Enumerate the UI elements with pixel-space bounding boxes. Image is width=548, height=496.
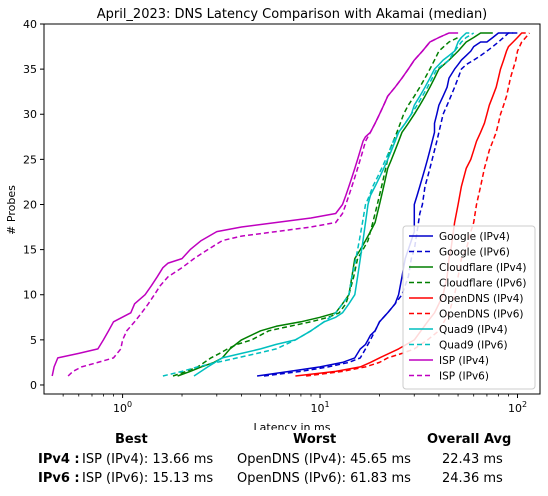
y-tick-label: 5 [30, 334, 37, 347]
series-line-9 [67, 32, 450, 377]
series-line-2 [177, 32, 493, 377]
y-tick-label: 20 [23, 198, 37, 211]
latency-chart: April_2023: DNS Latency Comparison with … [5, 7, 541, 430]
legend-label-5: OpenDNS (IPv6) [439, 309, 524, 321]
series-line-6 [193, 32, 470, 377]
legend-label-1: Google (IPv6) [439, 247, 510, 259]
y-tick-label: 40 [23, 18, 37, 31]
legend-label-7: Quad9 (IPv6) [439, 340, 508, 352]
y-axis-label: # Probes [5, 185, 18, 235]
summary-best-ipv4: ISP (IPv4): 13.66 ms [82, 452, 214, 467]
legend-label-6: Quad9 (IPv4) [439, 324, 508, 336]
summary-header-avg: Overall Avg [427, 432, 512, 447]
legend-label-2: Cloudflare (IPv4) [439, 262, 526, 274]
y-tick-label: 25 [23, 153, 37, 166]
series-line-7 [162, 32, 475, 377]
plot-frame [43, 23, 541, 395]
y-tick-label: 15 [23, 244, 37, 257]
legend-label-3: Cloudflare (IPv6) [439, 278, 526, 290]
y-tick-label: 10 [23, 289, 37, 302]
summary-avg-ipv4: 22.43 ms [442, 452, 503, 467]
y-tick-label: 35 [23, 63, 37, 76]
chart-title: April_2023: DNS Latency Comparison with … [97, 7, 488, 22]
legend-label-9: ISP (IPv6) [439, 371, 489, 383]
legend-label-0: Google (IPv4) [439, 231, 510, 243]
summary-row-label-ipv6: IPv6 : [38, 471, 80, 486]
summary-header-best: Best [115, 432, 148, 447]
series-line-1 [263, 32, 518, 377]
x-axis-label: Latency in ms [254, 421, 331, 430]
y-tick-label: 0 [30, 379, 37, 392]
legend-label-8: ISP (IPv4) [439, 355, 489, 367]
x-tick-label: 102 [508, 400, 527, 415]
summary-avg-ipv6: 24.36 ms [442, 471, 503, 486]
legend-label-4: OpenDNS (IPv4) [439, 293, 524, 305]
summary-row-label-ipv4: IPv4 : [38, 452, 80, 467]
y-tick-label: 30 [23, 108, 37, 121]
x-tick-label: 100 [113, 400, 132, 415]
summary-worst-ipv4: OpenDNS (IPv4): 45.65 ms [237, 452, 411, 467]
summary-header-worst: Worst [293, 432, 337, 447]
summary-worst-ipv6: OpenDNS (IPv6): 61.83 ms [237, 471, 411, 486]
x-tick-label: 101 [310, 400, 329, 415]
series-line-3 [172, 36, 459, 377]
summary-best-ipv6: ISP (IPv6): 15.13 ms [82, 471, 214, 486]
legend-box [402, 225, 536, 390]
series-line-0 [256, 32, 514, 377]
